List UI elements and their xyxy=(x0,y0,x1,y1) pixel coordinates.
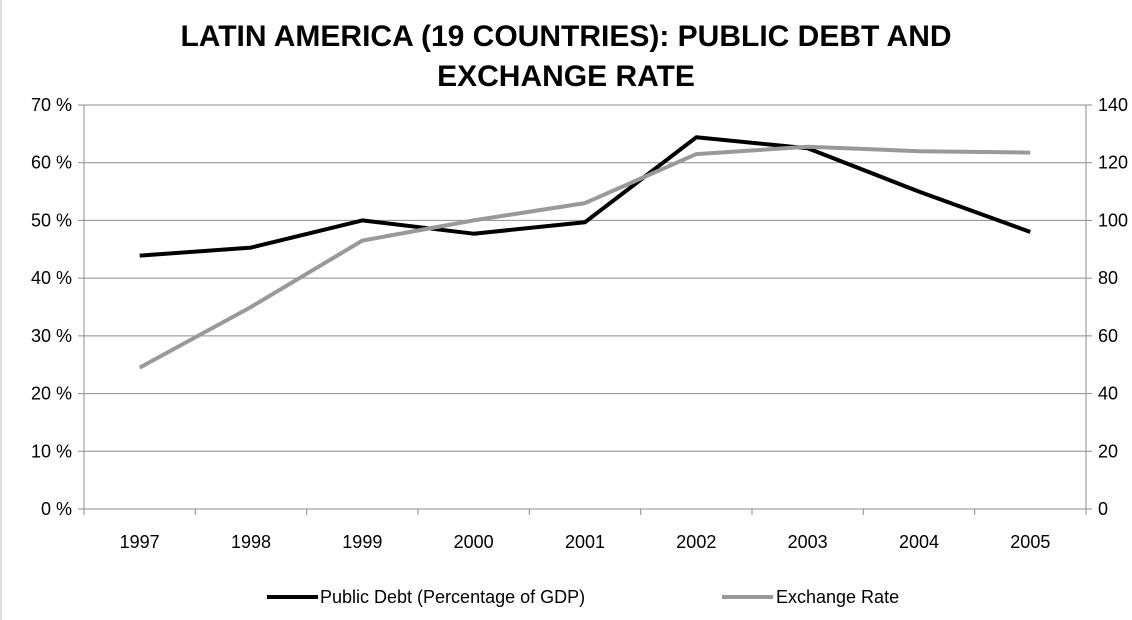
data-point-public-debt-percentage-of-gdp-2002 xyxy=(694,135,698,139)
x-tick-label-2002: 2002 xyxy=(676,532,716,552)
chart-title: LATIN AMERICA (19 COUNTRIES): PUBLIC DEB… xyxy=(180,20,951,93)
data-point-exchange-rate-2003 xyxy=(806,145,810,149)
series-line-public-debt-percentage-of-gdp xyxy=(140,137,1031,255)
data-point-exchange-rate-1999 xyxy=(360,239,364,243)
left-axis-ticks: 0 % 10 % 20 % 30 % 40 % 50 % 60 % 70 % xyxy=(31,95,84,519)
right-tick-label-7: 140 xyxy=(1098,95,1128,115)
left-tick-label-5: 50 % xyxy=(31,210,72,230)
chart-title-line-2: EXCHANGE RATE xyxy=(437,60,695,93)
series-line-exchange-rate xyxy=(140,147,1031,368)
data-point-public-debt-percentage-of-gdp-1998 xyxy=(249,246,253,250)
left-tick-label-7: 70 % xyxy=(31,95,72,115)
legend-label-exchange-rate: Exchange Rate xyxy=(776,587,899,607)
right-tick-label-6: 120 xyxy=(1098,153,1128,173)
right-tick-label-4: 80 xyxy=(1098,268,1118,288)
chart-title-line-1: LATIN AMERICA (19 COUNTRIES): PUBLIC DEB… xyxy=(180,20,951,53)
data-point-public-debt-percentage-of-gdp-2004 xyxy=(917,190,921,194)
data-point-exchange-rate-1997 xyxy=(138,366,142,370)
legend: Public Debt (Percentage of GDP) Exchange … xyxy=(267,587,899,607)
x-tick-label-1998: 1998 xyxy=(231,532,271,552)
data-point-exchange-rate-2002 xyxy=(694,152,698,156)
left-tick-label-2: 20 % xyxy=(31,384,72,404)
data-point-exchange-rate-2005 xyxy=(1028,151,1032,155)
data-point-public-debt-percentage-of-gdp-1999 xyxy=(360,218,364,222)
left-tick-label-1: 10 % xyxy=(31,441,72,461)
series-lines xyxy=(138,135,1033,369)
legend-item-exchange-rate: Exchange Rate xyxy=(722,587,899,607)
right-tick-label-2: 40 xyxy=(1098,384,1118,404)
legend-item-public-debt-percentage-of-gdp: Public Debt (Percentage of GDP) xyxy=(267,587,585,607)
gridlines xyxy=(84,105,1086,451)
axes xyxy=(1,0,1086,620)
data-point-public-debt-percentage-of-gdp-2005 xyxy=(1028,230,1032,234)
right-tick-label-1: 20 xyxy=(1098,441,1118,461)
x-tick-label-2003: 2003 xyxy=(788,532,828,552)
data-point-public-debt-percentage-of-gdp-2001 xyxy=(583,220,587,224)
right-tick-label-5: 100 xyxy=(1098,210,1128,230)
x-tick-label-2000: 2000 xyxy=(454,532,494,552)
data-point-exchange-rate-2001 xyxy=(583,201,587,205)
data-point-exchange-rate-2000 xyxy=(472,218,476,222)
data-point-public-debt-percentage-of-gdp-1997 xyxy=(138,254,142,258)
x-tick-label-2004: 2004 xyxy=(899,532,939,552)
right-tick-label-0: 0 xyxy=(1098,499,1108,519)
left-tick-label-6: 60 % xyxy=(31,153,72,173)
right-axis-ticks: 0 20 40 60 80 100 120 140 xyxy=(1086,95,1128,519)
x-tick-label-1997: 1997 xyxy=(120,532,160,552)
left-tick-label-0: 0 % xyxy=(41,499,72,519)
x-tick-label-2005: 2005 xyxy=(1010,532,1050,552)
left-tick-label-4: 40 % xyxy=(31,268,72,288)
left-tick-label-3: 30 % xyxy=(31,326,72,346)
data-point-exchange-rate-2004 xyxy=(917,149,921,153)
data-point-exchange-rate-1998 xyxy=(249,305,253,309)
data-point-public-debt-percentage-of-gdp-2000 xyxy=(472,232,476,236)
legend-label-public-debt-percentage-of-gdp: Public Debt (Percentage of GDP) xyxy=(320,587,585,607)
right-tick-label-3: 60 xyxy=(1098,326,1118,346)
x-axis-ticks: 1997 1998 1999 2000 2001 2002 2003 2004 2005 xyxy=(84,509,1086,552)
x-tick-label-2001: 2001 xyxy=(565,532,605,552)
x-tick-label-1999: 1999 xyxy=(342,532,382,552)
